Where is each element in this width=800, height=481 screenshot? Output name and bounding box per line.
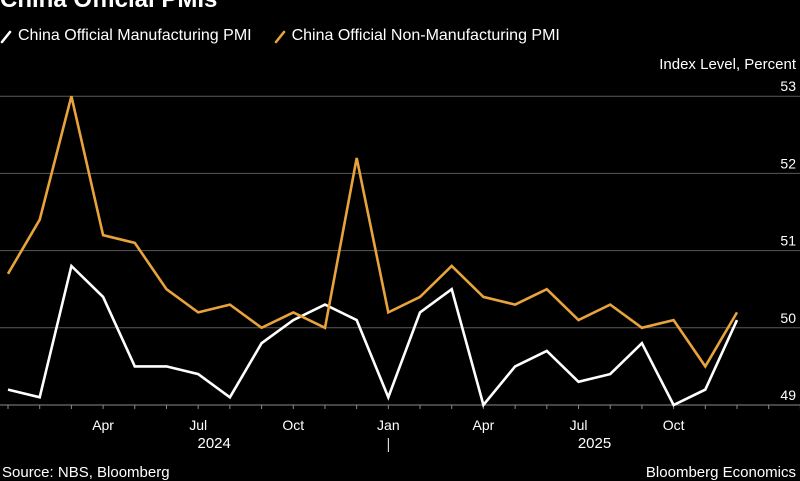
legend-label-non-manufacturing: China Official Non-Manufacturing PMI [291,27,560,44]
series-line-non-manufacturing [6,95,739,369]
gridlines [0,95,800,406]
x-year-label: 2024 [197,435,230,452]
source-note: Source: NBS, Bloomberg [2,464,170,481]
y-tick-label: 51 [780,233,796,249]
y-tick-label: 53 [780,78,796,94]
x-year-label: 2025 [578,435,611,452]
series-lines [6,95,739,408]
legend: China Official Manufacturing PMI China O… [0,26,582,46]
legend-swatch-non-manufacturing [274,30,285,44]
x-tick-label: Apr [92,417,114,433]
y-tick-label: 52 [780,155,796,171]
legend-label-manufacturing: China Official Manufacturing PMI [18,27,252,44]
y-tick-labels: 49 50 51 52 53 [780,78,796,403]
x-tick-label: Jan [377,417,400,433]
x-tick-label: Oct [282,417,304,433]
legend-item-non-manufacturing: China Official Non-Manufacturing PMI [274,27,560,45]
x-axis: Apr Jul Oct Jan Apr Jul Oct 2024 2025 [0,404,800,452]
legend-swatch-manufacturing [0,30,12,44]
x-tick-label: Jul [189,417,207,433]
series-line-manufacturing [7,263,739,408]
y-tick-label: 50 [780,310,796,326]
x-tick-label: Apr [473,417,495,433]
legend-item-manufacturing: China Official Manufacturing PMI [0,27,252,45]
chart-title: China Official PMIs [0,0,217,14]
brand-label: Bloomberg Economics [645,464,796,481]
y-tick-label: 49 [780,387,796,403]
x-tick-label: Jul [570,417,588,433]
x-tick-label: Oct [663,417,685,433]
y-axis-label: Index Level, Percent [659,56,796,73]
